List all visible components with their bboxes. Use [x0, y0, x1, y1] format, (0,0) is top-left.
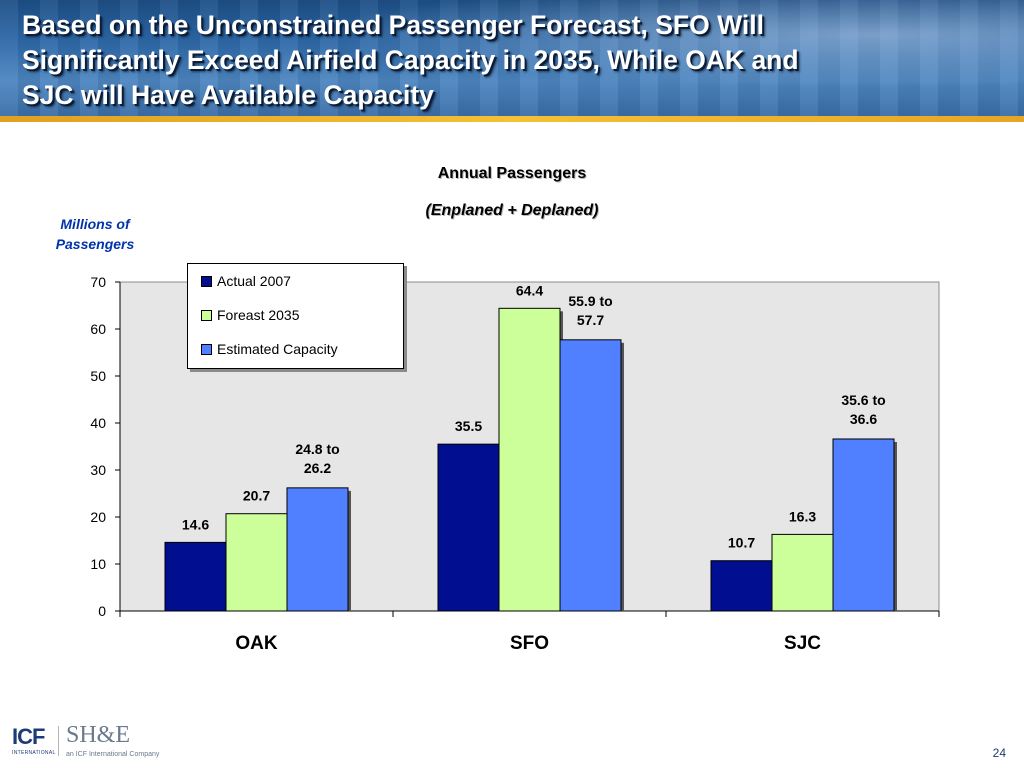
data-label-oak-s1: 20.7 — [243, 488, 270, 504]
data-label-sfo-s1: 64.4 — [516, 282, 543, 298]
data-label-sfo-s2-line1: 57.7 — [577, 312, 604, 328]
y-axis-label: Millions of Passengers — [55, 216, 135, 252]
data-label-sjc-s1: 16.3 — [789, 508, 816, 524]
y-tick-label: 30 — [90, 462, 106, 478]
company-logo: ICF INTERNATIONAL SH&E an ICF Internatio… — [8, 722, 163, 762]
legend-swatch-estimated-capacity — [201, 344, 212, 355]
y-tick-label: 0 — [98, 603, 106, 619]
bar-sjc-actual-2007 — [710, 560, 773, 612]
x-category-label-sjc: SJC — [784, 633, 821, 654]
data-label-sjc-s0: 10.7 — [728, 535, 755, 551]
slide-title-line-1: Based on the Unconstrained Passenger For… — [22, 10, 764, 40]
legend-label-forecast-2035: Foreast 2035 — [217, 307, 300, 323]
bar-sfo-actual-2007 — [437, 443, 500, 612]
x-category-label-oak: OAK — [235, 633, 278, 654]
slide-title-line-2: Significantly Exceed Airfield Capacity i… — [22, 45, 799, 75]
y-tick-label: 70 — [90, 274, 106, 290]
legend-label-actual-2007: Actual 2007 — [217, 273, 291, 289]
legend-swatch-forecast-2035 — [201, 310, 212, 321]
chart-subtitle: (Enplaned + Deplaned) — [425, 202, 599, 219]
y-tick-label: 20 — [90, 509, 106, 525]
slide-title: Based on the Unconstrained Passenger For… — [22, 8, 922, 113]
header-accent-stripe — [0, 116, 1024, 122]
y-tick-label: 10 — [90, 556, 106, 572]
data-label-oak-s0: 14.6 — [182, 516, 209, 532]
header-banner: Based on the Unconstrained Passenger For… — [0, 0, 1024, 116]
page-number: 24 — [992, 746, 1006, 760]
icf-logo-subtext: INTERNATIONAL — [12, 750, 56, 756]
data-label-sfo-s0: 35.5 — [455, 418, 482, 434]
chart-legend: Actual 2007 Foreast 2035 Estimated Capac… — [187, 263, 404, 369]
bar-sfo-foreast-2035 — [498, 307, 561, 612]
data-label-oak-s2-line1: 26.2 — [304, 460, 331, 476]
she-logo: SH&E — [66, 722, 131, 748]
data-label-sfo-s2-line0: 55.9 to — [568, 293, 612, 309]
bar-sjc-estimated-capacity — [832, 438, 895, 612]
bar-sfo-estimated-capacity — [559, 339, 622, 612]
bar-sjc-foreast-2035 — [771, 533, 834, 612]
icf-logo: ICF — [12, 724, 45, 749]
legend-swatch-actual-2007 — [201, 276, 212, 287]
logo-divider — [58, 726, 59, 756]
x-category-label-sfo: SFO — [510, 633, 549, 654]
y-tick-label: 50 — [90, 368, 106, 384]
data-label-sjc-s2-line1: 36.6 — [850, 411, 877, 427]
chart-title: Annual Passengers — [437, 165, 587, 182]
banner-photo — [0, 0, 1024, 116]
she-logo-subtext: an ICF International Company — [66, 751, 160, 758]
bar-oak-actual-2007 — [164, 541, 227, 612]
bar-oak-estimated-capacity — [286, 487, 349, 612]
data-label-sjc-s2-line0: 35.6 to — [841, 392, 885, 408]
legend-label-estimated-capacity: Estimated Capacity — [217, 341, 338, 357]
y-tick-label: 40 — [90, 415, 106, 431]
bar-oak-foreast-2035 — [225, 513, 288, 612]
slide-title-line-3: SJC will Have Available Capacity — [22, 80, 434, 110]
y-tick-label: 60 — [90, 321, 106, 337]
data-label-oak-s2-line0: 24.8 to — [295, 441, 339, 457]
